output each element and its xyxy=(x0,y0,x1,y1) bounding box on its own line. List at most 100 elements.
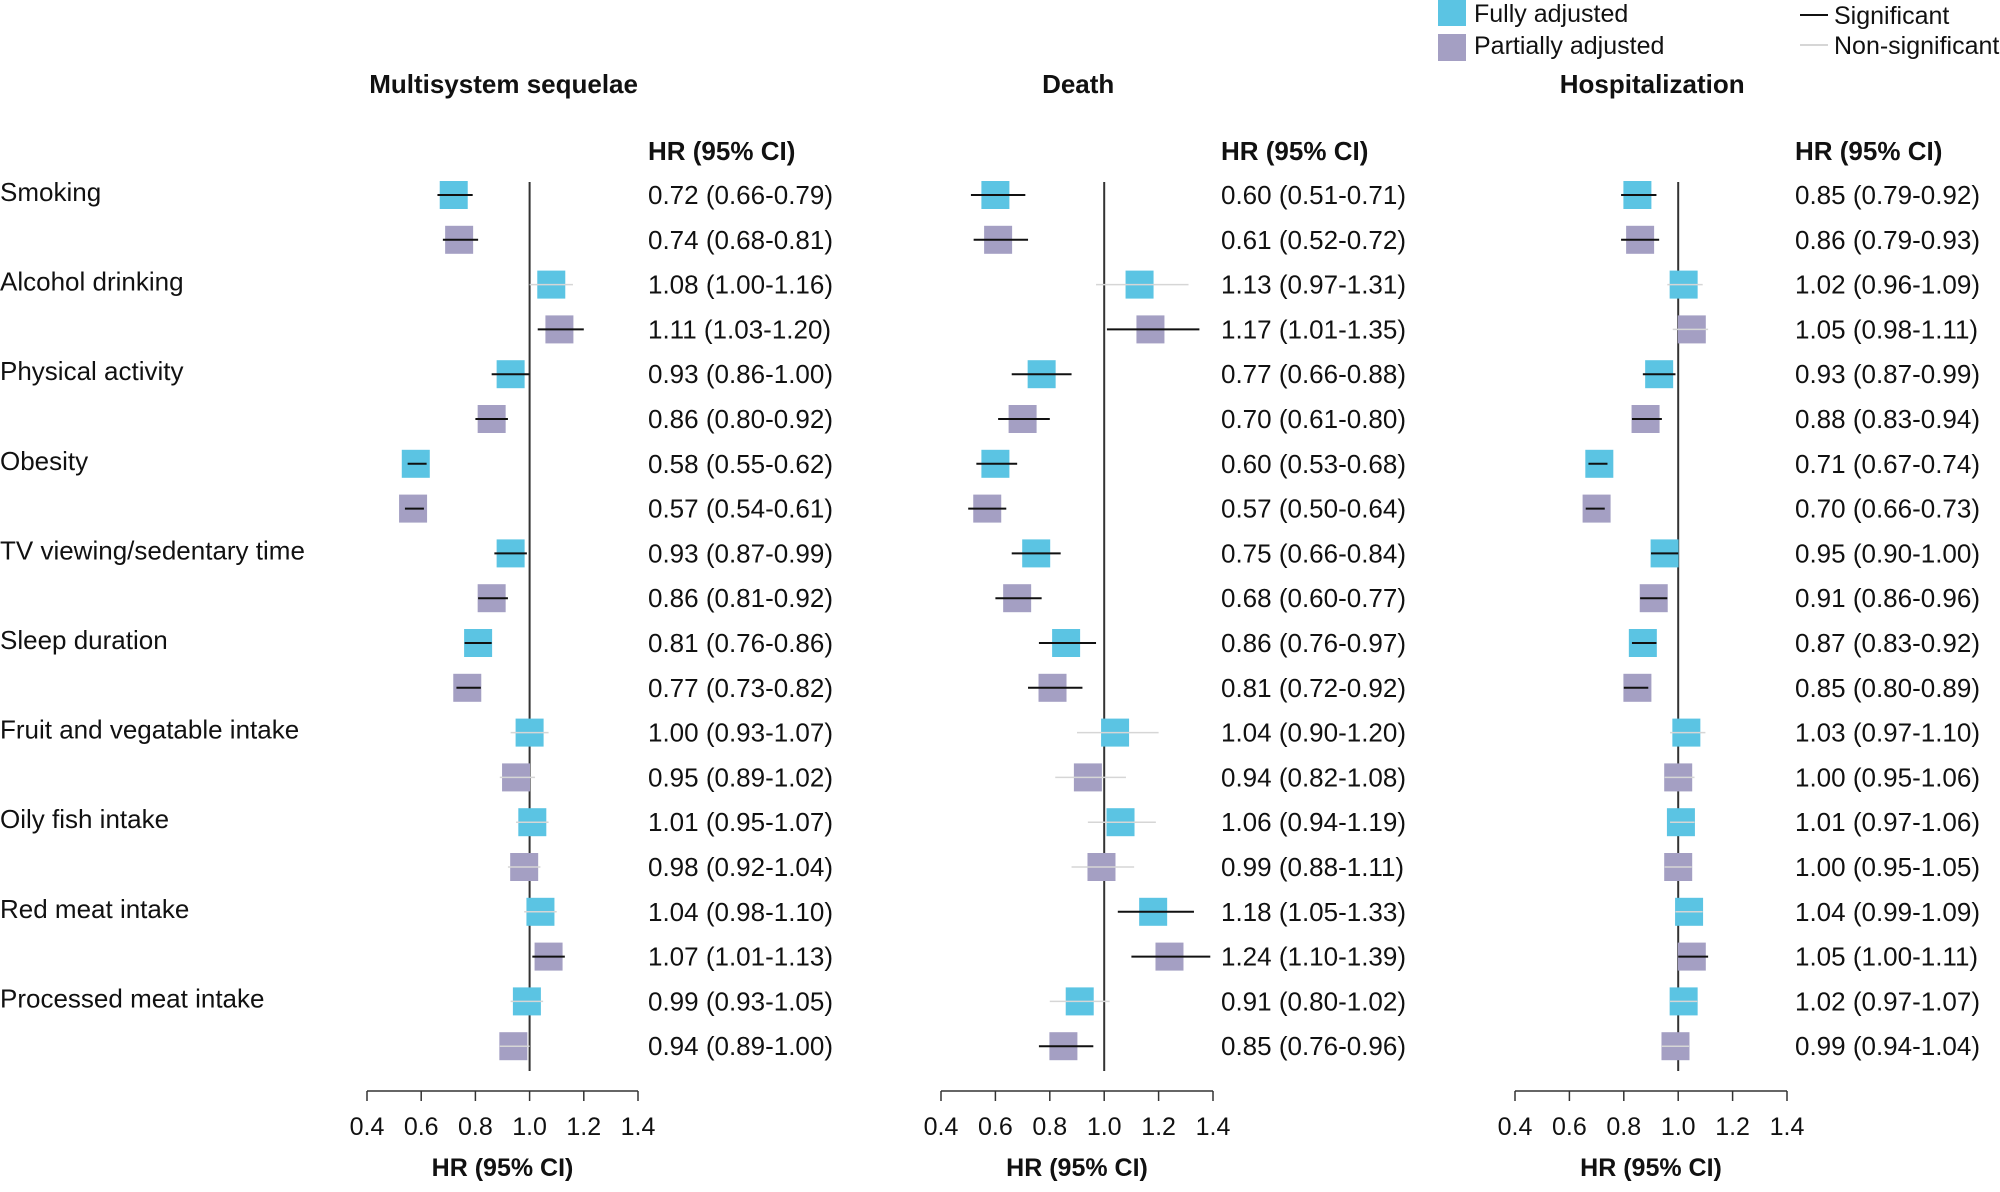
hr-ci-value: 1.18 (1.05-1.33) xyxy=(1221,897,1406,927)
legend-label-partially-adjusted: Partially adjusted xyxy=(1474,32,1664,60)
x-tick-label: 0.8 xyxy=(1606,1113,1641,1141)
factor-label: Physical activity xyxy=(0,356,184,386)
hr-ci-value: 0.57 (0.50-0.64) xyxy=(1221,494,1406,524)
hr-ci-value: 1.13 (0.97-1.31) xyxy=(1221,270,1406,300)
hr-ci-value: 0.91 (0.80-1.02) xyxy=(1221,986,1406,1016)
hr-ci-value: 0.93 (0.87-0.99) xyxy=(648,538,833,568)
factor-label: Fruit and vegatable intake xyxy=(0,715,299,745)
hr-ci-value: 0.99 (0.88-1.11) xyxy=(1221,852,1404,882)
hr-ci-value: 1.00 (0.95-1.06) xyxy=(1795,762,1980,792)
hr-ci-value: 0.99 (0.94-1.04) xyxy=(1795,1031,1980,1061)
x-tick-label: 1.4 xyxy=(621,1113,656,1141)
hr-ci-value: 1.24 (1.10-1.39) xyxy=(1221,942,1406,972)
x-tick-label: 1.0 xyxy=(1661,1113,1696,1141)
hr-ci-value: 0.81 (0.76-0.86) xyxy=(648,628,833,658)
hr-ci-value: 1.11 (1.03-1.20) xyxy=(648,314,831,344)
x-tick-label: 1.4 xyxy=(1196,1113,1231,1141)
hr-ci-value: 1.05 (0.98-1.11) xyxy=(1795,314,1978,344)
hr-ci-value: 1.08 (1.00-1.16) xyxy=(648,270,833,300)
hr-ci-value: 0.86 (0.81-0.92) xyxy=(648,583,833,613)
hr-ci-value: 0.95 (0.89-1.02) xyxy=(648,762,833,792)
hr-ci-value: 0.70 (0.61-0.80) xyxy=(1221,404,1406,434)
hr-ci-value: 0.94 (0.89-1.00) xyxy=(648,1031,833,1061)
hr-ci-value: 0.98 (0.92-1.04) xyxy=(648,852,833,882)
x-tick-label: 1.0 xyxy=(512,1113,547,1141)
x-tick-label: 1.4 xyxy=(1770,1113,1805,1141)
hr-ci-value: 1.06 (0.94-1.19) xyxy=(1221,807,1406,837)
hr-ci-value: 0.85 (0.76-0.96) xyxy=(1221,1031,1406,1061)
hr-ci-value: 0.85 (0.80-0.89) xyxy=(1795,673,1980,703)
panel-title: Multisystem sequelae xyxy=(369,69,638,99)
factor-label: Oily fish intake xyxy=(0,804,169,834)
hr-ci-value: 0.77 (0.73-0.82) xyxy=(648,673,833,703)
x-tick-label: 0.4 xyxy=(1498,1113,1533,1141)
column-header: HR (95% CI) xyxy=(1221,136,1368,166)
factor-label: Sleep duration xyxy=(0,625,168,655)
factor-label: Smoking xyxy=(0,177,101,207)
x-tick-label: 1.2 xyxy=(566,1113,601,1141)
hr-ci-value: 0.57 (0.54-0.61) xyxy=(648,494,833,524)
x-axis-label: HR (95% CI) xyxy=(1006,1154,1148,1182)
hr-ci-value: 0.60 (0.53-0.68) xyxy=(1221,449,1406,479)
hr-ci-value: 0.58 (0.55-0.62) xyxy=(648,449,833,479)
hr-ci-value: 0.93 (0.86-1.00) xyxy=(648,359,833,389)
hr-ci-value: 0.74 (0.68-0.81) xyxy=(648,225,833,255)
hr-ci-value: 1.02 (0.97-1.07) xyxy=(1795,986,1980,1016)
hr-ci-value: 1.04 (0.90-1.20) xyxy=(1221,718,1406,748)
hr-ci-value: 0.93 (0.87-0.99) xyxy=(1795,359,1980,389)
hr-ci-value: 1.01 (0.97-1.06) xyxy=(1795,807,1980,837)
hr-ci-value: 1.00 (0.95-1.05) xyxy=(1795,852,1980,882)
factor-label: Processed meat intake xyxy=(0,983,264,1013)
hr-ci-value: 0.72 (0.66-0.79) xyxy=(648,180,833,210)
hr-ci-value: 0.77 (0.66-0.88) xyxy=(1221,359,1406,389)
panel-title: Hospitalization xyxy=(1560,69,1745,99)
factor-label: TV viewing/sedentary time xyxy=(0,535,305,565)
hr-ci-value: 0.60 (0.51-0.71) xyxy=(1221,180,1406,210)
hr-ci-value: 1.07 (1.01-1.13) xyxy=(648,942,833,972)
hr-ci-value: 0.94 (0.82-1.08) xyxy=(1221,762,1406,792)
legend-label-fully-adjusted: Fully adjusted xyxy=(1474,0,1628,28)
x-tick-label: 0.8 xyxy=(458,1113,493,1141)
x-axis-label: HR (95% CI) xyxy=(432,1154,574,1182)
hr-ci-value: 0.70 (0.66-0.73) xyxy=(1795,494,1980,524)
legend-swatch-fully-adjusted xyxy=(1438,0,1466,26)
factor-label: Alcohol drinking xyxy=(0,267,184,297)
x-tick-label: 1.0 xyxy=(1087,1113,1122,1141)
hr-ci-value: 0.81 (0.72-0.92) xyxy=(1221,673,1406,703)
hr-ci-value: 0.68 (0.60-0.77) xyxy=(1221,583,1406,613)
hr-ci-value: 0.75 (0.66-0.84) xyxy=(1221,538,1406,568)
hr-ci-value: 0.86 (0.76-0.97) xyxy=(1221,628,1406,658)
hr-ci-value: 0.99 (0.93-1.05) xyxy=(648,986,833,1016)
x-tick-label: 0.4 xyxy=(350,1113,385,1141)
x-tick-label: 0.6 xyxy=(1552,1113,1587,1141)
factor-label: Red meat intake xyxy=(0,894,189,924)
x-tick-label: 0.6 xyxy=(404,1113,439,1141)
x-tick-label: 0.8 xyxy=(1032,1113,1067,1141)
x-tick-label: 1.2 xyxy=(1141,1113,1176,1141)
x-tick-label: 0.6 xyxy=(978,1113,1013,1141)
x-tick-label: 1.2 xyxy=(1715,1113,1750,1141)
x-tick-label: 0.4 xyxy=(924,1113,959,1141)
hr-ci-value: 0.88 (0.83-0.94) xyxy=(1795,404,1980,434)
hr-ci-value: 0.71 (0.67-0.74) xyxy=(1795,449,1980,479)
x-axis-label: HR (95% CI) xyxy=(1580,1154,1722,1182)
hr-ci-value: 1.03 (0.97-1.10) xyxy=(1795,718,1980,748)
hr-ci-value: 1.04 (0.98-1.10) xyxy=(648,897,833,927)
hr-ci-value: 0.61 (0.52-0.72) xyxy=(1221,225,1406,255)
hr-ci-value: 1.04 (0.99-1.09) xyxy=(1795,897,1980,927)
hr-ci-value: 0.87 (0.83-0.92) xyxy=(1795,628,1980,658)
hr-ci-value: 1.01 (0.95-1.07) xyxy=(648,807,833,837)
hr-ci-value: 1.00 (0.93-1.07) xyxy=(648,718,833,748)
legend-label-non-significant: Non-significant xyxy=(1834,32,1999,60)
hr-ci-value: 1.05 (1.00-1.11) xyxy=(1795,942,1978,972)
hr-ci-value: 0.91 (0.86-0.96) xyxy=(1795,583,1980,613)
legend-label-significant: Significant xyxy=(1834,2,1949,30)
hr-ci-value: 1.02 (0.96-1.09) xyxy=(1795,270,1980,300)
hr-ci-value: 1.17 (1.01-1.35) xyxy=(1221,314,1406,344)
panel-title: Death xyxy=(1042,69,1114,99)
column-header: HR (95% CI) xyxy=(1795,136,1942,166)
hr-ci-value: 0.85 (0.79-0.92) xyxy=(1795,180,1980,210)
legend-swatch-partially-adjusted xyxy=(1438,34,1466,61)
factor-label: Obesity xyxy=(0,446,88,476)
hr-ci-value: 0.86 (0.79-0.93) xyxy=(1795,225,1980,255)
